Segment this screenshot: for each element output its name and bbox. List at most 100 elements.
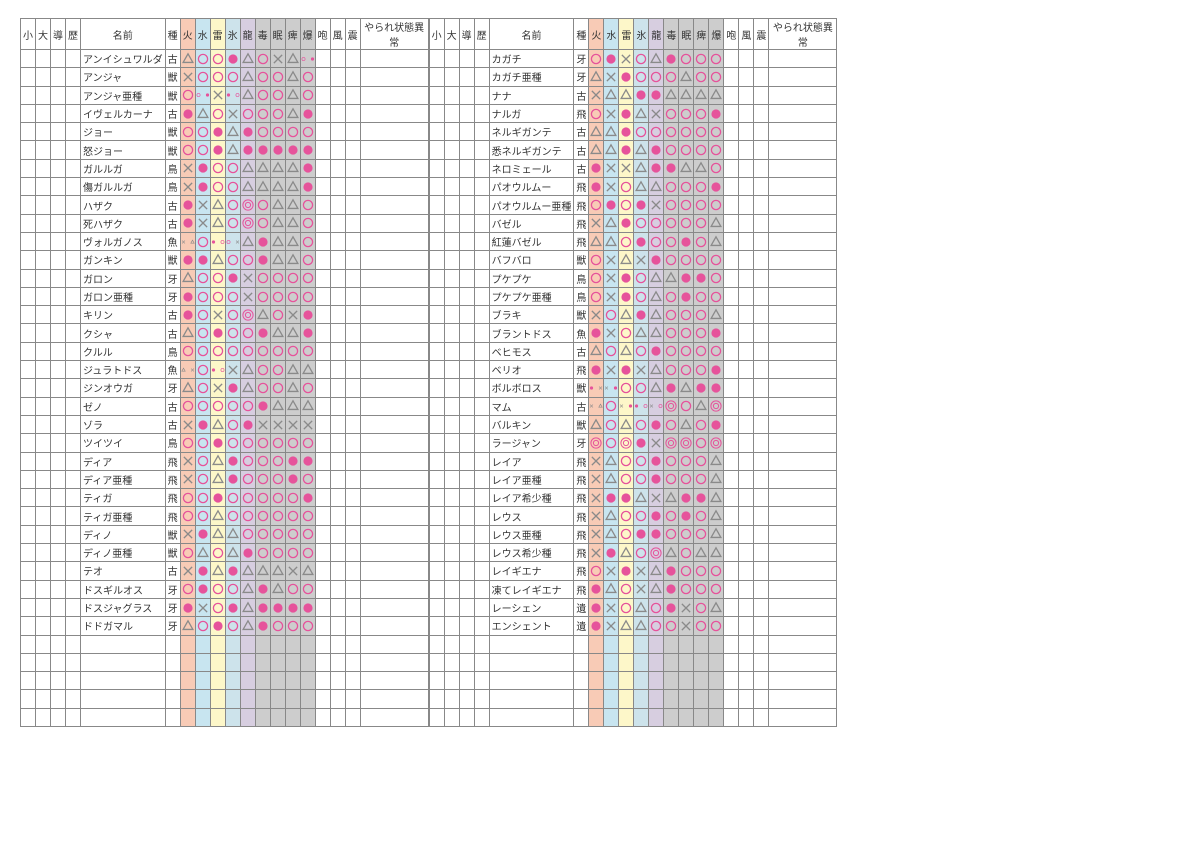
cell-tremor[interactable] (345, 361, 360, 379)
cell-hist[interactable] (66, 379, 81, 397)
cell-guide[interactable] (51, 86, 66, 104)
cell-wind[interactable] (739, 68, 754, 86)
cell-guide[interactable] (51, 178, 66, 196)
cell-roar[interactable] (315, 214, 330, 232)
cell-small[interactable] (429, 104, 444, 122)
cell-roar[interactable] (724, 214, 739, 232)
cell-guide[interactable] (51, 415, 66, 433)
cell-abn[interactable] (360, 544, 428, 562)
cell-abn[interactable] (769, 50, 837, 68)
cell-tremor[interactable] (345, 470, 360, 488)
cell-tremor[interactable] (754, 470, 769, 488)
cell-small[interactable] (429, 232, 444, 250)
cell-tremor[interactable] (754, 415, 769, 433)
cell-abn[interactable] (360, 489, 428, 507)
cell-guide[interactable] (51, 489, 66, 507)
cell-abn[interactable] (360, 214, 428, 232)
cell-large[interactable] (36, 123, 51, 141)
cell-large[interactable] (444, 397, 459, 415)
cell-abn[interactable] (360, 617, 428, 635)
cell-large[interactable] (36, 598, 51, 616)
cell-hist[interactable] (474, 159, 489, 177)
cell-guide[interactable] (459, 342, 474, 360)
cell-guide[interactable] (51, 470, 66, 488)
cell-hist[interactable] (474, 379, 489, 397)
cell-roar[interactable] (724, 269, 739, 287)
cell-tremor[interactable] (345, 580, 360, 598)
cell-wind[interactable] (739, 324, 754, 342)
cell-small[interactable] (429, 434, 444, 452)
cell-large[interactable] (444, 452, 459, 470)
cell-small[interactable] (21, 544, 36, 562)
cell-wind[interactable] (330, 159, 345, 177)
cell-abn[interactable] (769, 342, 837, 360)
cell-small[interactable] (21, 104, 36, 122)
cell-large[interactable] (36, 617, 51, 635)
cell-small[interactable] (429, 86, 444, 104)
cell-hist[interactable] (474, 397, 489, 415)
cell-hist[interactable] (474, 580, 489, 598)
cell-large[interactable] (36, 178, 51, 196)
cell-guide[interactable] (51, 232, 66, 250)
cell-wind[interactable] (330, 397, 345, 415)
cell-large[interactable] (444, 269, 459, 287)
cell-wind[interactable] (739, 617, 754, 635)
cell-large[interactable] (444, 178, 459, 196)
cell-large[interactable] (444, 507, 459, 525)
cell-roar[interactable] (315, 251, 330, 269)
cell-tremor[interactable] (345, 287, 360, 305)
cell-roar[interactable] (724, 123, 739, 141)
cell-wind[interactable] (330, 68, 345, 86)
cell-abn[interactable] (360, 452, 428, 470)
cell-small[interactable] (21, 525, 36, 543)
cell-guide[interactable] (51, 214, 66, 232)
cell-roar[interactable] (315, 544, 330, 562)
cell-small[interactable] (21, 123, 36, 141)
cell-roar[interactable] (724, 287, 739, 305)
cell-roar[interactable] (724, 141, 739, 159)
cell-hist[interactable] (66, 452, 81, 470)
cell-small[interactable] (21, 178, 36, 196)
cell-roar[interactable] (315, 379, 330, 397)
cell-tremor[interactable] (754, 580, 769, 598)
cell-roar[interactable] (315, 452, 330, 470)
cell-large[interactable] (444, 104, 459, 122)
cell-guide[interactable] (459, 415, 474, 433)
cell-tremor[interactable] (345, 196, 360, 214)
cell-wind[interactable] (330, 489, 345, 507)
cell-hist[interactable] (66, 562, 81, 580)
cell-hist[interactable] (66, 489, 81, 507)
cell-abn[interactable] (769, 68, 837, 86)
cell-large[interactable] (36, 434, 51, 452)
cell-hist[interactable] (474, 452, 489, 470)
cell-roar[interactable] (315, 178, 330, 196)
cell-tremor[interactable] (345, 68, 360, 86)
cell-large[interactable] (36, 287, 51, 305)
cell-hist[interactable] (66, 68, 81, 86)
cell-small[interactable] (429, 507, 444, 525)
cell-roar[interactable] (724, 379, 739, 397)
cell-hist[interactable] (474, 507, 489, 525)
cell-small[interactable] (429, 379, 444, 397)
cell-hist[interactable] (474, 50, 489, 68)
cell-abn[interactable] (769, 361, 837, 379)
cell-abn[interactable] (769, 525, 837, 543)
cell-wind[interactable] (739, 379, 754, 397)
cell-wind[interactable] (739, 232, 754, 250)
cell-abn[interactable] (769, 251, 837, 269)
cell-small[interactable] (21, 214, 36, 232)
cell-abn[interactable] (360, 507, 428, 525)
cell-wind[interactable] (739, 251, 754, 269)
cell-large[interactable] (444, 306, 459, 324)
cell-roar[interactable] (724, 50, 739, 68)
cell-wind[interactable] (739, 544, 754, 562)
cell-wind[interactable] (330, 415, 345, 433)
cell-hist[interactable] (474, 617, 489, 635)
cell-abn[interactable] (769, 379, 837, 397)
cell-hist[interactable] (474, 489, 489, 507)
cell-tremor[interactable] (345, 104, 360, 122)
cell-hist[interactable] (66, 232, 81, 250)
cell-tremor[interactable] (754, 397, 769, 415)
cell-tremor[interactable] (345, 50, 360, 68)
cell-small[interactable] (21, 361, 36, 379)
